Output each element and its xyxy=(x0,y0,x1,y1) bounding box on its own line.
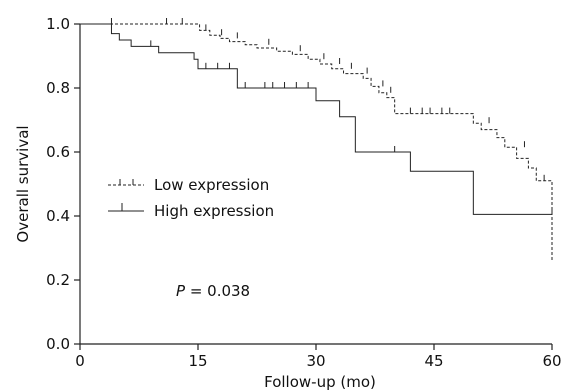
legend-label-high: High expression xyxy=(154,202,274,220)
x-axis-ticks: 0 15 30 45 60 xyxy=(75,344,562,370)
y-tick-label: 0.6 xyxy=(46,143,70,161)
x-tick-label: 0 xyxy=(75,352,85,370)
x-tick-label: 30 xyxy=(306,352,325,370)
series-low-expression xyxy=(80,18,553,261)
legend-item-high: High expression xyxy=(108,202,274,220)
survival-curve xyxy=(80,23,553,261)
x-tick-label: 60 xyxy=(542,352,561,370)
y-axis-ticks: 0.0 0.2 0.4 0.6 0.8 1.0 xyxy=(46,15,80,353)
y-tick-label: 0.8 xyxy=(46,79,70,97)
survival-curve xyxy=(80,23,552,215)
x-tick-label: 45 xyxy=(424,352,443,370)
series-high-expression xyxy=(80,23,553,215)
p-value-symbol: P xyxy=(176,282,186,300)
y-axis-label: Overall survival xyxy=(14,125,32,242)
legend: Low expression High expression xyxy=(108,176,274,220)
legend-label-low: Low expression xyxy=(154,176,269,194)
y-tick-label: 0.2 xyxy=(46,271,70,289)
y-tick-label: 0.0 xyxy=(46,335,70,353)
p-value-text: = 0.038 xyxy=(185,282,250,300)
plot-area: 0 15 30 45 60 0.0 0.2 0.4 0.6 0.8 1.0 xyxy=(46,15,561,370)
p-value-annotation: P = 0.038 xyxy=(176,282,250,300)
x-axis-label: Follow-up (mo) xyxy=(264,373,376,391)
series-layer xyxy=(80,18,553,261)
y-tick-label: 1.0 xyxy=(46,15,70,33)
legend-item-low: Low expression xyxy=(108,176,269,194)
x-tick-label: 15 xyxy=(188,352,207,370)
y-tick-label: 0.4 xyxy=(46,207,70,225)
